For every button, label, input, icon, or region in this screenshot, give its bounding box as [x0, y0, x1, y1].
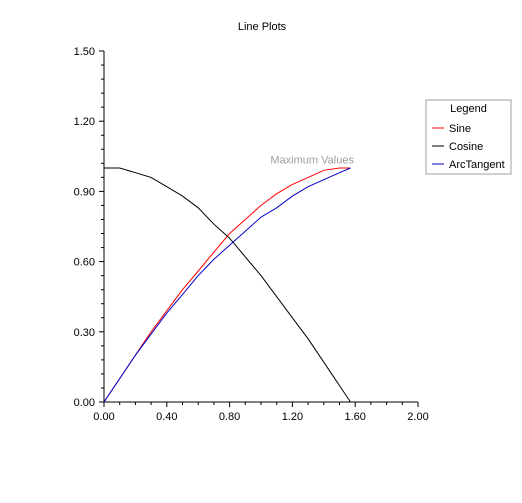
- x-tick-label: 2.00: [407, 411, 428, 423]
- series-line-sine: [103, 167, 351, 403]
- series-line-cosine: [104, 167, 351, 403]
- chart-title: Line Plots: [238, 21, 287, 33]
- y-tick-label: 0.90: [74, 186, 95, 198]
- legend: Legend Sine Cosine ArcTangent: [425, 99, 512, 175]
- y-tick-label: 1.20: [74, 116, 95, 128]
- x-tick-label: 0.40: [156, 411, 177, 423]
- legend-entry-label: Cosine: [449, 141, 483, 153]
- x-tick-label: 0.80: [219, 411, 240, 423]
- legend-title: Legend: [450, 103, 487, 115]
- y-tick-label: 0.30: [74, 327, 95, 339]
- y-tick-label: 0.60: [74, 257, 95, 269]
- x-tick-label: 0.00: [93, 411, 114, 423]
- y-tick-label: 1.50: [74, 46, 95, 58]
- legend-entry-label: ArcTangent: [449, 159, 505, 171]
- x-tick-label: 1.60: [344, 411, 365, 423]
- y-tick-label: 0.00: [74, 397, 95, 409]
- x-tick-label: 1.20: [282, 411, 303, 423]
- annotation-label: Maximum Values: [270, 154, 354, 166]
- legend-box: [425, 99, 512, 175]
- series-line-arctangent: [103, 167, 351, 403]
- legend-entry-label: Sine: [449, 123, 471, 135]
- plot-area: 0.00 0.30 0.60 0.90 1.20 1.50 0.00 0.40 0.80 1.20…: [74, 46, 429, 423]
